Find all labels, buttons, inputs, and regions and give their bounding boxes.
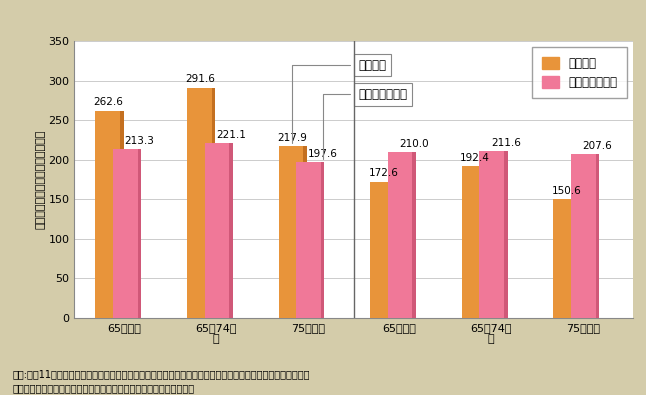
Legend: 単独世帯, 二人以上の世帯: 単独世帯, 二人以上の世帯 — [532, 47, 627, 98]
Bar — [138, 149, 141, 318]
Bar — [462, 166, 488, 318]
Bar — [303, 146, 307, 318]
Bar — [370, 182, 397, 318]
Bar — [321, 162, 324, 318]
Text: 262.6: 262.6 — [94, 97, 123, 107]
Bar — [388, 152, 414, 318]
Text: 210.0: 210.0 — [399, 139, 429, 149]
Text: 192.4: 192.4 — [460, 153, 490, 163]
Text: 150.6: 150.6 — [552, 186, 581, 196]
Bar — [120, 111, 123, 318]
Bar — [395, 182, 399, 318]
Text: 二人以上の世帯: 二人以上の世帯 — [322, 88, 407, 159]
Text: 291.6: 291.6 — [185, 74, 215, 85]
Text: 単独世帯: 単独世帯 — [292, 59, 386, 143]
Text: 221.1: 221.1 — [216, 130, 246, 140]
Bar — [296, 162, 322, 318]
Y-axis label: （一人当たり世帯所得（万円））: （一人当たり世帯所得（万円）） — [36, 130, 45, 229]
Bar — [554, 199, 579, 318]
Bar — [96, 111, 121, 318]
Text: 217.9: 217.9 — [277, 133, 307, 143]
Bar — [113, 149, 140, 318]
Text: 172.6: 172.6 — [368, 168, 399, 179]
Bar — [479, 151, 506, 318]
Text: 207.6: 207.6 — [583, 141, 612, 151]
Bar — [278, 146, 305, 318]
Bar — [571, 154, 598, 318]
Text: 資料:平成11年度厚生科学研究（政策科学推進研究）「活力ある豊かな高齢社会実現のため方策に関する研究」
　　における「国民生活基礎調査」の個票の再集計結果を基に: 資料:平成11年度厚生科学研究（政策科学推進研究）「活力ある豊かな高齢社会実現の… — [13, 369, 311, 393]
Bar — [412, 152, 416, 318]
Bar — [596, 154, 599, 318]
Bar — [486, 166, 490, 318]
Bar — [187, 88, 213, 318]
Bar — [212, 88, 215, 318]
Bar — [504, 151, 508, 318]
Bar — [205, 143, 231, 318]
Text: 213.3: 213.3 — [125, 136, 154, 146]
Text: 211.6: 211.6 — [491, 137, 521, 148]
Bar — [229, 143, 233, 318]
Text: 197.6: 197.6 — [307, 149, 337, 159]
Bar — [578, 199, 581, 318]
